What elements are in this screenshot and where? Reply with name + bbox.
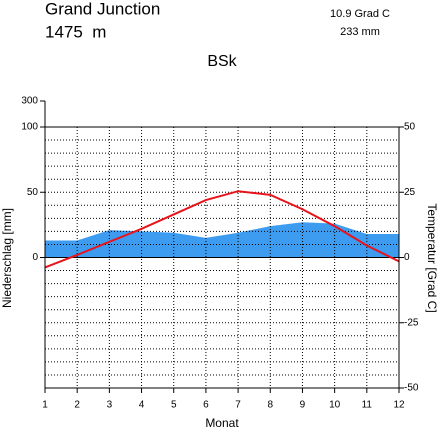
annual-precipitation: 233 mm xyxy=(340,26,380,38)
y2-axis-label: Temperatur [Grad C] xyxy=(425,203,439,312)
x-tick-label: 4 xyxy=(139,400,145,411)
x-tick-label: 6 xyxy=(203,400,209,411)
mean-temperature: 10.9 Grad C xyxy=(330,8,390,20)
y-tick-label: 300 xyxy=(21,96,38,107)
x-tick-label: 7 xyxy=(235,400,241,411)
x-tick-label: 2 xyxy=(74,400,80,411)
y-axis-label: Niederschlag [mm] xyxy=(0,208,14,308)
x-tick-label: 9 xyxy=(300,400,306,411)
y-tick-label: 100 xyxy=(21,122,38,133)
x-tick-label: 10 xyxy=(329,400,341,411)
y-tick-label: 0 xyxy=(32,252,38,263)
x-tick-label: 3 xyxy=(107,400,113,411)
x-tick-label: 5 xyxy=(171,400,177,411)
y2-tick-label: 0 xyxy=(404,252,410,263)
climate-class: BSk xyxy=(207,53,237,70)
elevation: 1475 m xyxy=(45,22,106,41)
y2-tick-label: 25 xyxy=(404,187,416,198)
precipitation-area xyxy=(45,222,399,258)
x-tick-label: 1 xyxy=(42,400,48,411)
x-tick-label: 8 xyxy=(267,400,273,411)
x-axis-label: Monat xyxy=(205,416,239,430)
x-tick-label: 12 xyxy=(393,400,405,411)
y2-tick-label: -25 xyxy=(404,317,419,328)
chart-title: Grand Junction xyxy=(45,0,160,18)
y2-tick-label: -50 xyxy=(404,383,419,394)
y-tick-label: 50 xyxy=(27,187,39,198)
x-tick-label: 11 xyxy=(362,400,373,411)
temperature-line xyxy=(44,190,400,269)
y2-tick-label: 50 xyxy=(404,122,416,133)
